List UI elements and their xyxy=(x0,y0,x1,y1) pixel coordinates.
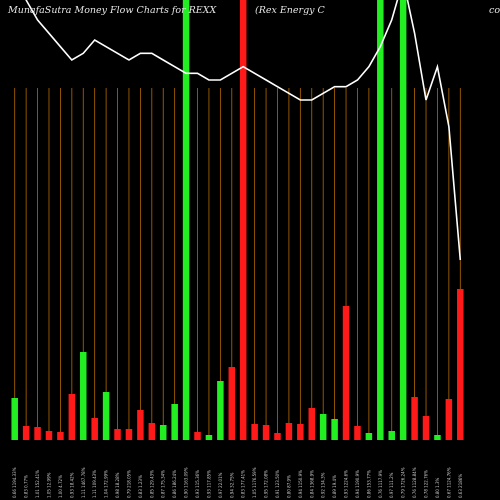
bar-down xyxy=(285,423,293,440)
x-tick-label: 0.78 122.76% xyxy=(424,470,429,498)
bar-down xyxy=(297,424,304,440)
x-tick-label: 0.94 32.75% xyxy=(229,472,234,498)
bar-down xyxy=(422,416,430,440)
x-tick-label: 0.66 1194.33% xyxy=(12,467,17,498)
bar-up xyxy=(365,433,373,440)
x-tick-label: 1.11 1467.78% xyxy=(81,467,86,498)
bar-down xyxy=(457,289,464,440)
x-tick-label: 0.91 123.50% xyxy=(275,470,280,498)
bar-up xyxy=(171,404,178,440)
bar-down xyxy=(68,394,76,440)
bar-down xyxy=(34,427,41,440)
x-tick-label: 0.92 134.3% xyxy=(321,472,326,498)
x-tick-label: 0.79 1726.24% xyxy=(401,467,406,498)
x-tick-label: 0.89 19.4% xyxy=(332,475,337,498)
bar-up xyxy=(102,392,110,440)
x-tick-label: 0.94 1190.9% xyxy=(355,470,360,498)
chart-corner-text: co xyxy=(489,5,500,16)
bar-up xyxy=(377,0,384,440)
x-tick-label: 0.79 218.05% xyxy=(126,470,131,498)
x-tick-label: 0.76 1128.84% xyxy=(412,467,417,498)
x-tick-label: 1.05 1176.59% xyxy=(252,467,257,498)
x-tick-label: 0.93 18.42% xyxy=(69,472,74,498)
bar-series xyxy=(11,0,464,440)
bar-down xyxy=(148,423,156,440)
x-tick-label: 0.98 18.28% xyxy=(115,472,120,498)
x-tick-label: 1.00 4.72% xyxy=(58,475,63,498)
bar-down xyxy=(91,418,98,440)
bar-up xyxy=(205,435,213,440)
x-tick-label: 0.93 1224.6% xyxy=(344,470,349,498)
x-tick-label: 1.11 109.43% xyxy=(92,470,97,498)
x-tick-label: 0.67 1124.76% xyxy=(446,467,451,498)
x-tick-label: 0.97 22.01% xyxy=(218,472,223,498)
x-tick-label: 0.87 175.34% xyxy=(161,470,166,498)
bar-up xyxy=(331,419,338,440)
x-tick-label: 0.86 153.77% xyxy=(366,470,371,498)
x-tick-label: 0.90 1163.09% xyxy=(184,467,189,498)
bar-down xyxy=(194,432,201,440)
x-tick-label: 0.97 111.2% xyxy=(389,472,394,498)
bar-down xyxy=(251,424,258,440)
chart-subtitle: (Rex Energy C xyxy=(255,5,326,16)
chart-title: MunafaSutra Money Flow Charts for REXX xyxy=(7,5,218,16)
bar-up xyxy=(399,0,407,440)
x-tick-label: 0.80 87.9% xyxy=(286,475,291,498)
bar-up xyxy=(182,0,190,440)
x-tick-label: 0.83 1.23% xyxy=(138,475,143,498)
x-tick-label: 0.85 129.43% xyxy=(149,470,154,498)
bar-down xyxy=(308,408,316,440)
bar-down xyxy=(228,367,236,440)
bar-down xyxy=(262,425,270,440)
x-tick-label: 0.83 0.77% xyxy=(24,475,29,498)
bar-up xyxy=(388,431,395,440)
bar-down xyxy=(137,410,144,440)
bar-down xyxy=(45,431,53,440)
bar-down xyxy=(239,0,247,440)
x-tick-label: 0.83 177.41% xyxy=(241,470,246,498)
x-tick-label: 0.86 186.24% xyxy=(172,470,177,498)
bar-up xyxy=(217,381,224,440)
bar-up xyxy=(319,414,327,440)
x-tick-label: 0.94 1150.9% xyxy=(298,470,303,498)
x-tick-label: 1.04 172.99% xyxy=(104,470,109,498)
x-tick-label: 1.05 12.99% xyxy=(46,472,51,498)
bar-up xyxy=(434,435,441,440)
x-tick-label: 0.80 1.3% xyxy=(435,477,440,498)
bar-up xyxy=(159,425,167,440)
bar-down xyxy=(57,432,64,440)
bar-down xyxy=(125,429,133,440)
x-tick-label: 0.95 172.08% xyxy=(264,470,269,498)
x-tick-label: 0.84 1368.9% xyxy=(309,470,314,498)
x-tick-label: 0.93 117.85% xyxy=(206,470,211,498)
bar-down xyxy=(114,429,121,440)
price-line xyxy=(25,0,462,261)
bar-up xyxy=(11,398,18,440)
bar-up xyxy=(80,352,87,440)
bar-down xyxy=(445,399,453,440)
bar-down xyxy=(274,433,281,440)
bar-down xyxy=(354,426,361,440)
x-tick-label: 0.63 2186% xyxy=(458,474,463,498)
bar-down xyxy=(411,397,418,440)
x-tick-label: 0.76 1117.9% xyxy=(378,470,383,498)
bar-down xyxy=(342,306,350,440)
x-tick-label: 0.93 115.36% xyxy=(195,470,200,498)
bar-down xyxy=(22,426,30,440)
x-tick-label: 1.01 152.41% xyxy=(35,470,40,498)
x-tick-labels: 0.66 1194.33% 0.83 0.77% 1.01 152.41% 1.05 … xyxy=(12,467,463,498)
